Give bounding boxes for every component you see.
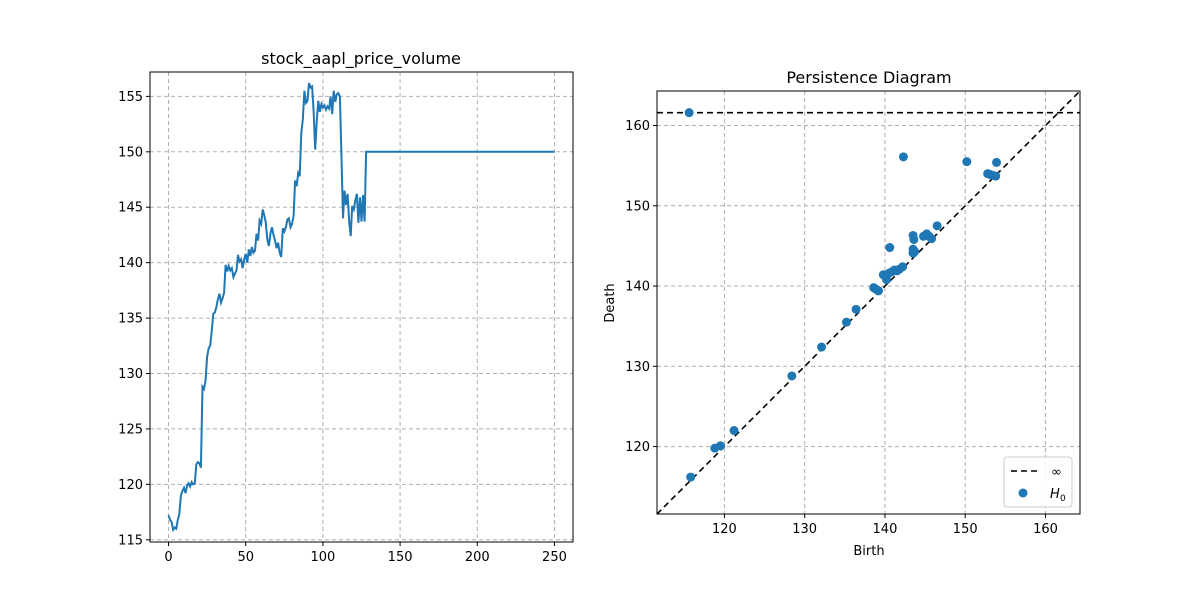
chart2-x-tick-label: 140 [873, 522, 898, 537]
h0-point [729, 426, 739, 436]
h0-point [684, 108, 694, 118]
chart2-x-tick-label: 160 [1033, 522, 1058, 537]
chart2-y-tick-label: 150 [625, 199, 650, 214]
chart1-y-tick-label: 135 [118, 312, 143, 327]
chart1-ticks: 0 50 100 150 200 250 115 120 125 130 135 140 145 150 1… [118, 90, 567, 565]
h0-point [962, 157, 972, 167]
chart2-legend: ∞ H 0 [1003, 456, 1073, 508]
chart1-y-tick-label: 150 [118, 145, 143, 160]
h0-point [686, 472, 696, 482]
h0-point [898, 262, 908, 272]
h0-point [898, 152, 908, 162]
h0-point [787, 371, 797, 381]
chart1-x-tick-label: 50 [237, 550, 254, 565]
chart1-x-tick-label: 0 [164, 550, 172, 565]
h0-point [851, 304, 861, 314]
chart2-grid [657, 91, 1080, 514]
h0-point [910, 247, 920, 257]
legend-h0-subscript: 0 [1060, 494, 1066, 504]
chart1-title: stock_aapl_price_volume [261, 49, 461, 69]
chart2-ylabel: Death [603, 283, 618, 322]
h0-point [992, 157, 1002, 167]
chart1-x-tick-label: 250 [542, 550, 567, 565]
h0-point [817, 342, 827, 352]
chart2-y-tick-label: 130 [625, 360, 650, 375]
chart1-y-tick-label: 120 [118, 478, 143, 493]
h0-point [927, 234, 937, 244]
h0-point [715, 441, 725, 451]
chart2-y-tick-label: 160 [625, 119, 650, 134]
chart2-x-tick-label: 150 [953, 522, 978, 537]
chart2-x-tick-label: 120 [712, 522, 737, 537]
chart2-y-tick-label: 140 [625, 280, 650, 295]
chart1-frame [149, 71, 574, 543]
h0-point [909, 234, 919, 244]
h0-point [874, 286, 884, 296]
chart2-frame [656, 90, 1081, 515]
chart2-xlabel: Birth [853, 544, 884, 559]
chart1-x-tick-label: 200 [465, 550, 490, 565]
h0-point [885, 243, 895, 253]
chart1-x-tick-label: 150 [388, 550, 413, 565]
price-line-chart: stock_aapl_price_volume 0 50 100 150 200 250 1… [118, 49, 574, 565]
chart1-x-tick-label: 100 [310, 550, 335, 565]
legend-h0-label: H [1050, 487, 1060, 502]
chart2-x-tick-label: 130 [792, 522, 817, 537]
diagonal-line [657, 91, 1080, 514]
chart1-y-tick-label: 140 [118, 256, 143, 271]
chart1-y-tick-label: 125 [118, 422, 143, 437]
h0-point [841, 317, 851, 327]
chart1-y-tick-label: 130 [118, 367, 143, 382]
chart1-y-tick-label: 145 [118, 201, 143, 216]
chart1-grid [150, 72, 573, 542]
legend-h0-swatch [1018, 488, 1028, 498]
h0-point [991, 171, 1001, 181]
price-series-line [167, 82, 555, 533]
legend-infinity-label: ∞ [1051, 465, 1062, 480]
h0-point [932, 221, 942, 231]
chart2-y-tick-label: 120 [625, 440, 650, 455]
chart1-y-tick-label: 115 [118, 533, 143, 548]
chart2-title: Persistence Diagram [786, 68, 951, 87]
chart2-ticks: 120 130 140 150 160 120 130 140 150 160 [625, 119, 1058, 537]
chart1-y-tick-label: 155 [118, 90, 143, 105]
h0-points [684, 108, 1002, 482]
persistence-diagram-chart: Persistence Diagram Birth Death 120 130 14… [603, 68, 1081, 559]
